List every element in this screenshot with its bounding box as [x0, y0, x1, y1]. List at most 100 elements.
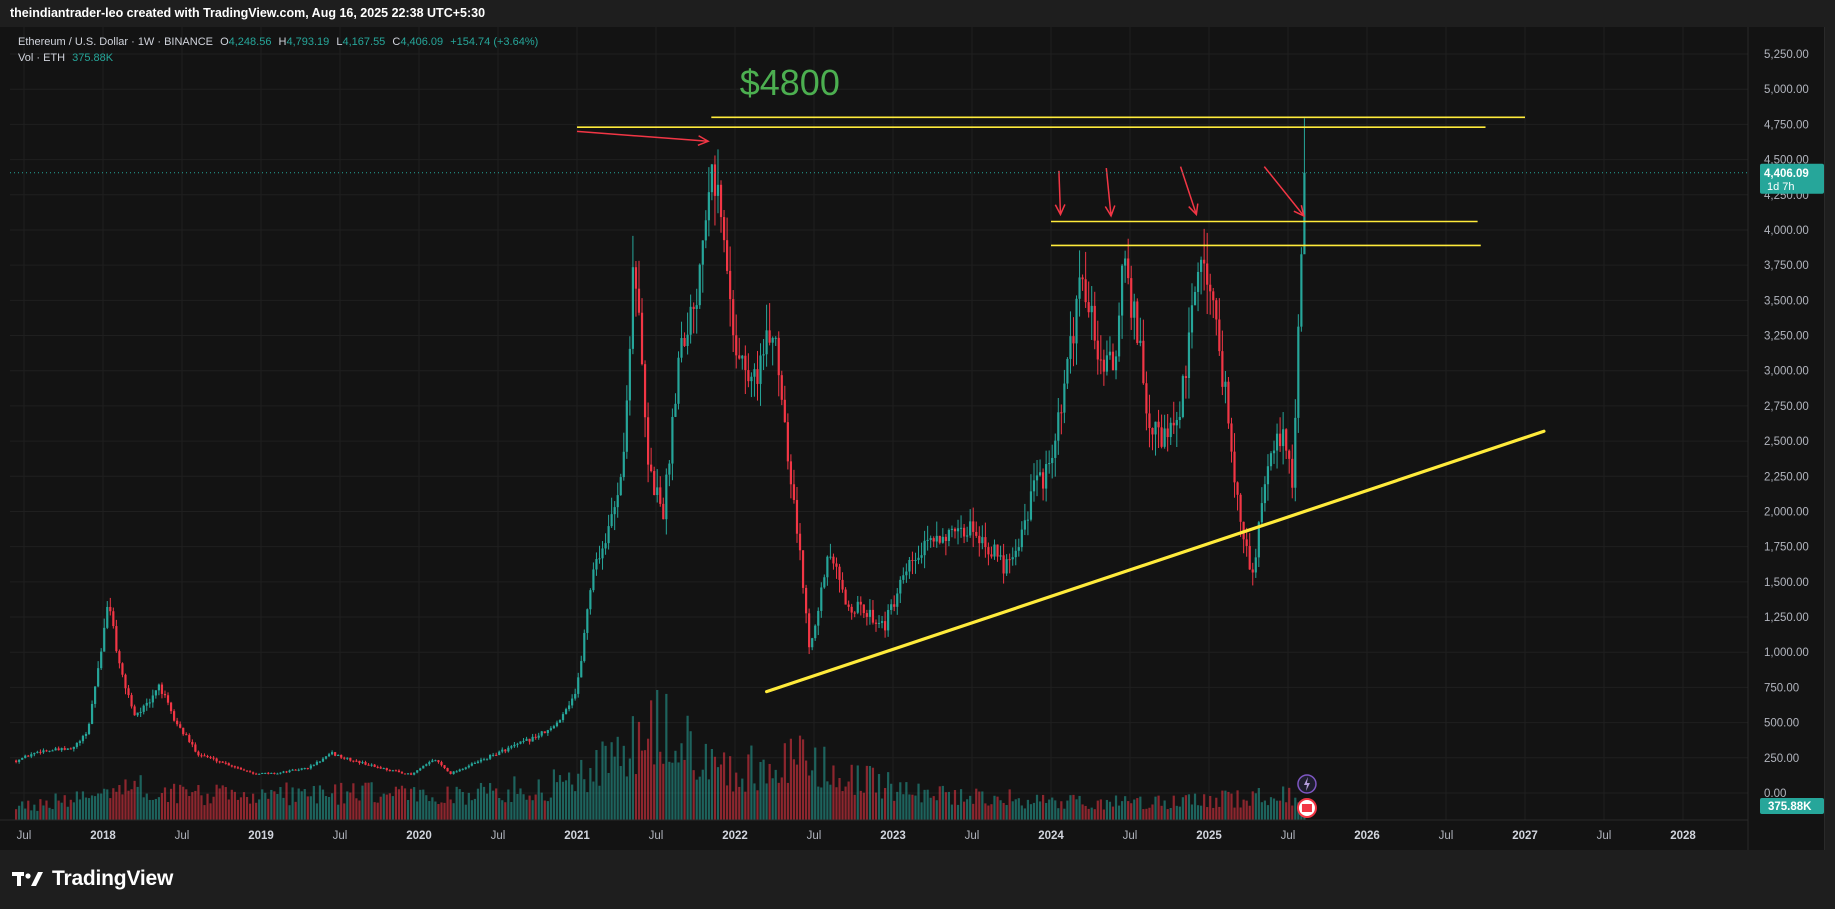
volume-bar	[54, 793, 57, 820]
volume-bar	[765, 783, 768, 820]
candle-body	[637, 288, 641, 313]
price-tick-label: 2,750.00	[1764, 401, 1809, 413]
candle-body	[321, 758, 325, 762]
candle-body	[1051, 457, 1054, 464]
chart-grid	[10, 27, 1748, 820]
candle-body	[112, 611, 115, 627]
candle-body	[312, 764, 315, 766]
candle-body	[850, 606, 853, 613]
candle-body	[1114, 356, 1118, 371]
candle-body	[212, 757, 215, 759]
candle-body	[340, 754, 343, 758]
candle-body	[543, 731, 546, 734]
volume-bar	[385, 794, 388, 820]
candle-body	[1133, 301, 1136, 318]
volume-bar	[920, 802, 923, 820]
candle-body	[1139, 340, 1142, 343]
candle-body	[640, 312, 644, 365]
volume-bar	[656, 690, 659, 820]
candle-body	[513, 744, 516, 747]
candle-body	[510, 746, 513, 748]
volume-bar	[285, 782, 288, 820]
volume-bar	[100, 793, 103, 820]
volume-bar	[622, 745, 625, 820]
price-chart-svg[interactable]: $4800 5,250.005,000.004,750.004,500.004,…	[0, 27, 1824, 850]
candle-body	[425, 764, 428, 766]
volume-bar	[403, 788, 407, 820]
volume-bar	[1196, 805, 1200, 820]
candle-body	[242, 769, 246, 771]
time-tick-label: 2019	[248, 830, 274, 842]
volume-bar	[525, 799, 528, 820]
candle-body	[464, 767, 467, 769]
candle-body	[48, 750, 51, 752]
candle-body	[963, 527, 966, 537]
candle-body	[1026, 519, 1030, 521]
time-tick-label: Jul	[17, 830, 32, 842]
volume-bar	[1257, 787, 1260, 820]
volume-bar	[1084, 805, 1087, 820]
volume-bar	[926, 789, 929, 820]
volume-bar	[495, 788, 498, 820]
red-arrow-head	[1188, 203, 1199, 217]
volume-bar	[762, 759, 765, 820]
volume-bar	[215, 784, 218, 820]
candle-body	[1105, 355, 1109, 372]
volume-bar	[871, 767, 875, 820]
candle-body	[221, 761, 224, 763]
candle-body	[1269, 453, 1273, 467]
candle-body	[397, 770, 401, 773]
candle-body	[1291, 458, 1294, 488]
candle-body	[495, 754, 498, 756]
volume-bar	[546, 801, 549, 820]
candle-body	[69, 748, 72, 750]
candle-body	[710, 164, 714, 193]
volume-bar	[1017, 798, 1020, 820]
candle-body	[36, 751, 39, 753]
candle-body	[236, 767, 240, 769]
volume-bar	[1105, 799, 1109, 820]
candle-body	[665, 474, 668, 520]
price-tick-label: 3,250.00	[1764, 331, 1809, 343]
candle-body	[1154, 421, 1157, 435]
candle-body	[434, 760, 437, 762]
volume-bar	[1266, 805, 1270, 820]
volume-bar	[1151, 804, 1154, 820]
candle-body	[628, 348, 631, 401]
candle-body	[403, 773, 407, 775]
candle-body	[953, 528, 957, 532]
price-tick-label: 1,500.00	[1764, 577, 1809, 589]
candle-body	[990, 554, 993, 557]
time-tick-label: Jul	[965, 830, 980, 842]
volume-bar	[829, 784, 832, 820]
volume-bar	[224, 787, 227, 820]
volume-bar	[1069, 795, 1072, 820]
price-candles	[15, 118, 1306, 776]
candle-body	[531, 736, 534, 742]
price-tick-label: 1,750.00	[1764, 542, 1809, 554]
volume-bar	[1221, 790, 1224, 820]
chart-area[interactable]: $4800 5,250.00 5,000.00 4,750.00 4,500.00 4,…	[0, 27, 1825, 851]
volume-bar	[531, 800, 534, 820]
price-tick-label: 2,250.00	[1764, 471, 1809, 483]
candle-body	[1288, 450, 1291, 459]
candle-body	[194, 744, 197, 752]
volume-bar	[1242, 799, 1245, 820]
volume-bar	[139, 775, 142, 820]
volume-bar	[1075, 799, 1078, 820]
volume-bar	[1154, 796, 1157, 820]
volume-bar	[941, 785, 944, 820]
candle-body	[1014, 550, 1017, 558]
volume-bar	[1285, 802, 1288, 820]
volume-bar	[1236, 790, 1239, 820]
volume-bar	[504, 802, 507, 820]
candle-body	[868, 609, 872, 617]
volume-bar	[1291, 805, 1294, 820]
candle-body	[1236, 482, 1239, 495]
volume-bar	[136, 786, 139, 820]
candle-body	[352, 760, 355, 762]
volume-bar	[798, 735, 802, 820]
candle-body	[899, 579, 902, 594]
candle-body	[577, 677, 580, 694]
volume-bar	[501, 800, 504, 820]
